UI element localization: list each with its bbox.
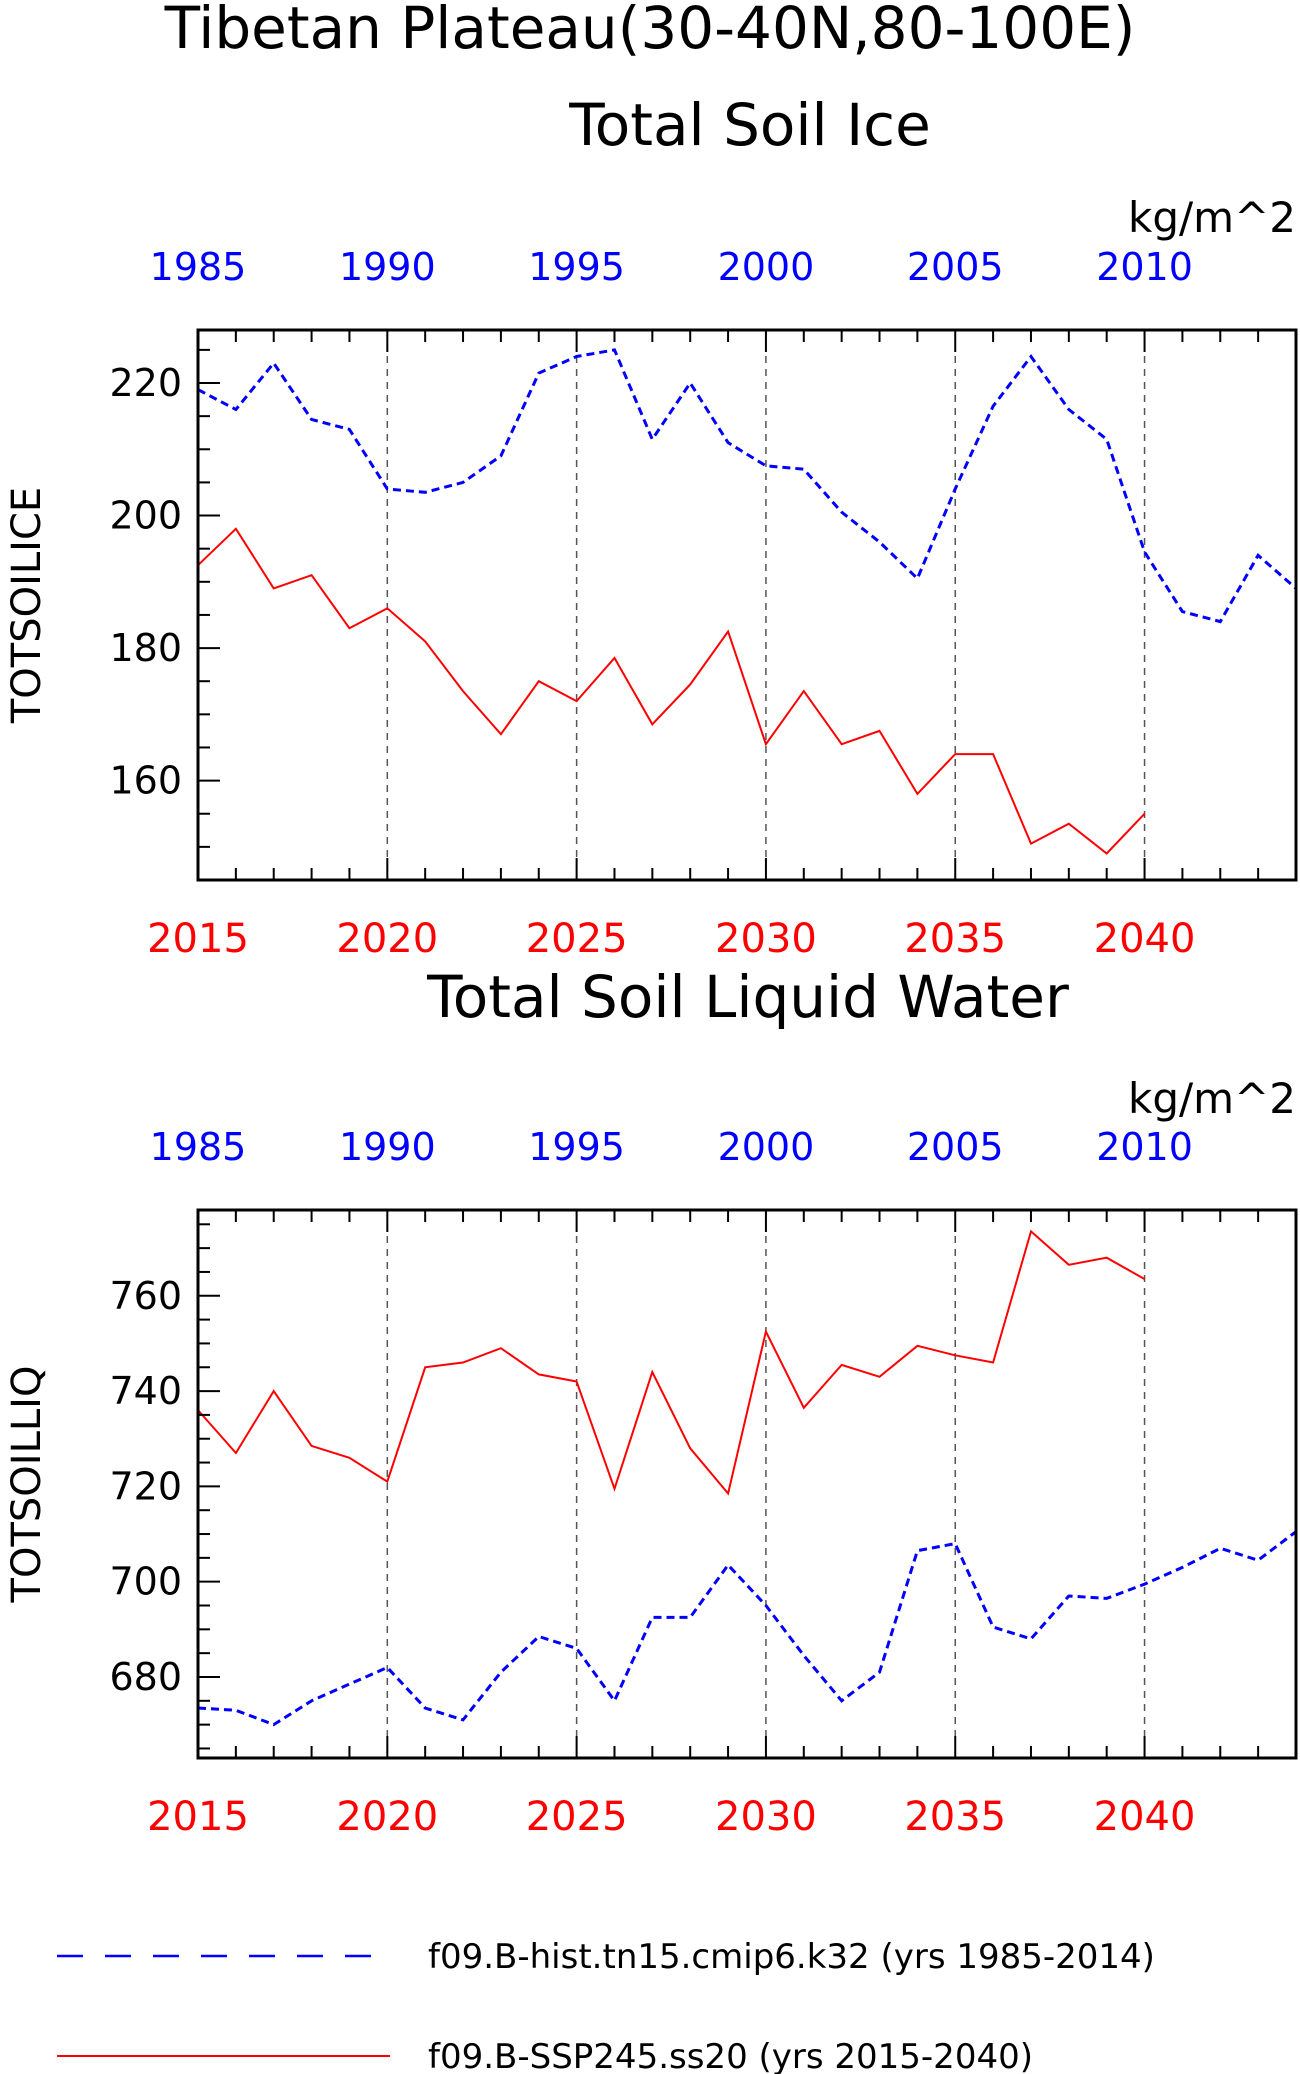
top-tick-label: 1985 [150,245,247,289]
legend-hist-label: f09.B-hist.tn15.cmip6.k32 (yrs 1985-2014… [428,1937,1155,1977]
y-tick-label: 760 [109,1274,182,1318]
y-tick-label: 180 [109,626,182,670]
top-tick-label: 2005 [907,245,1004,289]
y-tick-label: 160 [109,759,182,803]
units-label: kg/m^2 [1128,1074,1296,1123]
bottom-tick-label: 2020 [336,1794,438,1840]
top-tick-label: 2000 [718,245,815,289]
y-tick-label: 200 [109,494,182,538]
hist-series-line [198,1530,1296,1727]
bottom-tick-label: 2035 [904,916,1006,962]
panel-total-soil-liquid-water: Total Soil Liquid Water kg/m^2 1985 1990 1… [4,963,1298,1840]
grid-layer [386,1210,1146,1758]
y-axis-labels: 680 700 720 740 760 [109,1274,182,1699]
top-tick-label: 2000 [718,1125,815,1169]
top-axis-labels: 1985 1990 1995 2000 2005 2010 [150,245,1193,289]
y-tick-label: 720 [109,1464,182,1508]
bottom-tick-label: 2040 [1094,1794,1196,1840]
plot-frame [196,1208,1298,1760]
series-layer [198,1229,1296,1727]
bottom-tick-label: 2030 [715,916,817,962]
plot-frame [196,328,1298,882]
top-tick-label: 1990 [339,1125,436,1169]
bottom-tick-label: 2035 [904,1794,1006,1840]
top-tick-label: 1985 [150,1125,247,1169]
bottom-tick-label: 2030 [715,1794,817,1840]
top-tick-label: 1995 [528,1125,625,1169]
y-tick-label: 220 [109,361,182,405]
y-axis-labels: 160 180 200 220 [109,361,182,803]
y-axis-title: TOTSOILICE [4,487,50,724]
legend-ssp-label: f09.B-SSP245.ss20 (yrs 2015-2040) [428,2037,1033,2074]
tick-layer [197,330,1297,881]
top-tick-label: 1990 [339,245,436,289]
legend: f09.B-hist.tn15.cmip6.k32 (yrs 1985-2014… [57,1937,1155,2074]
bottom-tick-label: 2025 [526,1794,628,1840]
units-label: kg/m^2 [1128,193,1296,242]
panel-title: Total Soil Liquid Water [426,963,1069,1031]
bottom-tick-label: 2040 [1094,916,1196,962]
y-axis-title: TOTSOILLIQ [4,1366,50,1604]
y-tick-label: 680 [109,1655,182,1699]
panel-total-soil-ice: Total Soil Ice kg/m^2 1985 1990 1995 2000 20… [4,91,1298,962]
y-tick-label: 700 [109,1560,182,1604]
top-axis-labels: 1985 1990 1995 2000 2005 2010 [150,1125,1193,1169]
figure-title: Tibetan Plateau(30-40N,80-100E) [164,0,1136,62]
bottom-tick-label: 2025 [526,916,628,962]
bottom-axis-labels: 2015 2020 2025 2030 2035 2040 [147,916,1195,962]
bottom-tick-label: 2015 [147,1794,249,1840]
ssp-series-line [198,527,1146,855]
series-layer [198,348,1296,855]
top-tick-label: 2010 [1096,245,1193,289]
hist-series-line [198,348,1296,624]
top-tick-label: 2010 [1096,1125,1193,1169]
bottom-tick-label: 2020 [336,916,438,962]
bottom-axis-labels: 2015 2020 2025 2030 2035 2040 [147,1794,1195,1840]
grid-layer [386,330,1146,880]
tick-layer [197,1210,1297,1758]
panel-title: Total Soil Ice [568,91,931,159]
top-tick-label: 2005 [907,1125,1004,1169]
top-tick-label: 1995 [528,245,625,289]
y-tick-label: 740 [109,1369,182,1413]
bottom-tick-label: 2015 [147,916,249,962]
ssp-series-line [198,1229,1146,1496]
